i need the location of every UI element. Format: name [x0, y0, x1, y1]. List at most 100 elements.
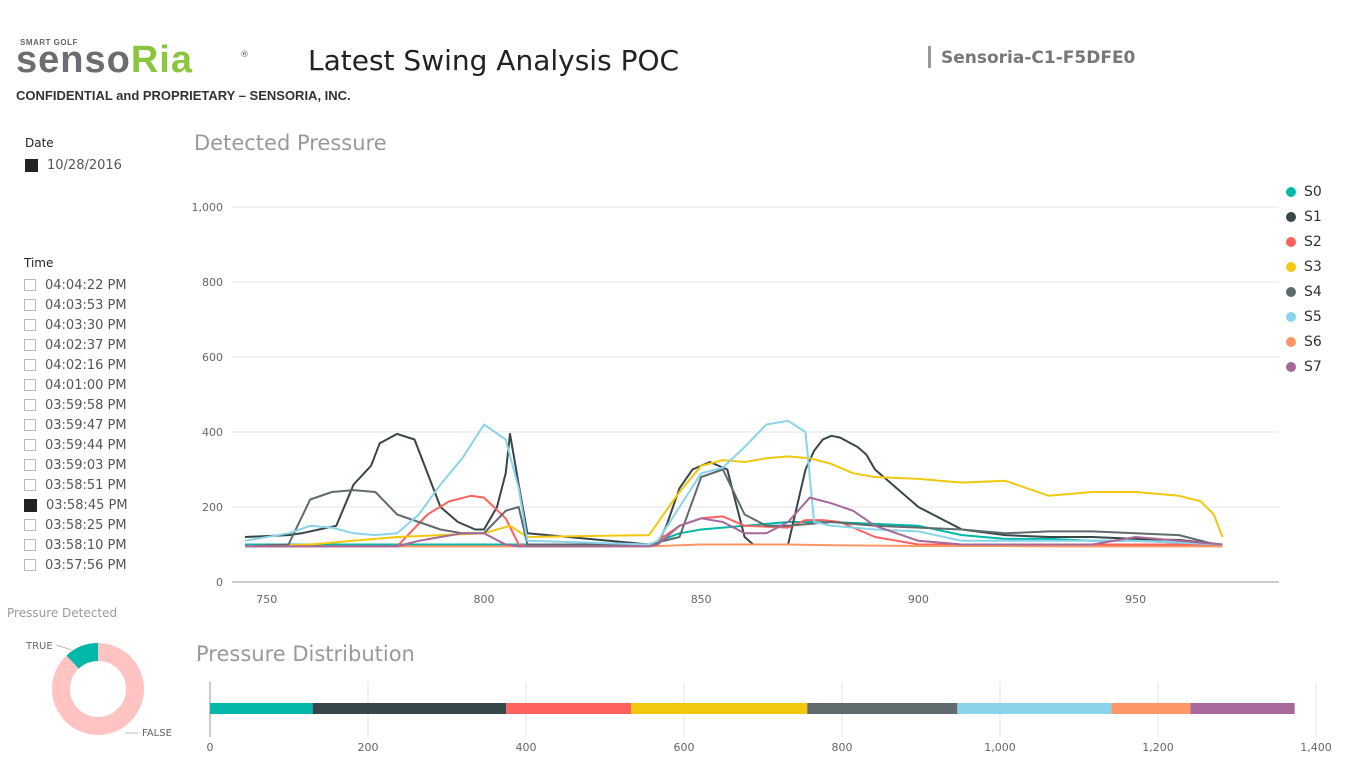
legend-marker [1286, 311, 1296, 322]
confidential-notice: CONFIDENTIAL and PROPRIETARY – SENSORIA,… [16, 88, 351, 103]
bar-x-tick-label: 200 [358, 741, 379, 754]
time-slicer-item[interactable]: 03:58:51 PM [24, 475, 128, 495]
logo-part2: Ria [130, 39, 193, 81]
date-slicer: 10/28/2016 [25, 155, 122, 175]
checkbox[interactable] [24, 519, 36, 531]
time-slicer-label: 04:03:30 PM [45, 317, 127, 333]
chart-legend: S0 S1 S2 S3 S4 S5 S6 S7 [1286, 179, 1322, 379]
logo-registered: ® [240, 50, 249, 60]
y-tick-label: 600 [202, 351, 223, 364]
page-title: Latest Swing Analysis POC [308, 44, 680, 77]
checkbox[interactable] [24, 299, 36, 311]
bar-x-tick-label: 800 [832, 741, 853, 754]
checkbox[interactable] [24, 539, 36, 551]
time-slicer-label: 04:01:00 PM [45, 377, 127, 393]
time-slicer-label: 03:58:10 PM [45, 537, 127, 553]
legend-item-s1[interactable]: S1 [1286, 204, 1322, 229]
bar-segment-s0 [210, 703, 313, 714]
legend-marker [1286, 361, 1296, 372]
bar-x-tick-label: 600 [674, 741, 695, 754]
time-slicer-label: 04:04:22 PM [45, 277, 127, 293]
checkbox[interactable] [24, 339, 36, 351]
bar-chart-title: Pressure Distribution [196, 642, 415, 666]
legend-marker [1286, 261, 1296, 272]
legend-item-s6[interactable]: S6 [1286, 329, 1322, 354]
date-slicer-item[interactable]: 10/28/2016 [25, 155, 122, 175]
time-slicer-item[interactable]: 04:02:16 PM [24, 355, 128, 375]
time-slicer-label: 03:59:03 PM [45, 457, 127, 473]
bar-segment-s3 [631, 703, 808, 714]
y-tick-label: 800 [202, 276, 223, 289]
time-slicer-item[interactable]: 04:03:53 PM [24, 295, 128, 315]
checkbox[interactable] [24, 319, 36, 331]
time-slicer-item[interactable]: 03:58:10 PM [24, 535, 128, 555]
legend-marker [1286, 186, 1296, 197]
legend-marker [1286, 211, 1296, 222]
line-chart-title: Detected Pressure [194, 131, 387, 155]
time-slicer-item[interactable]: 04:01:00 PM [24, 375, 128, 395]
time-slicer-item[interactable]: 03:59:58 PM [24, 395, 128, 415]
time-slicer-item[interactable]: 03:59:44 PM [24, 435, 128, 455]
bar-segment-s5 [957, 703, 1112, 714]
time-slicer-label: 04:02:37 PM [45, 337, 127, 353]
checkbox[interactable] [24, 419, 36, 431]
legend-label: S5 [1304, 308, 1322, 325]
checkbox[interactable] [24, 459, 36, 471]
time-slicer-item[interactable]: 04:02:37 PM [24, 335, 128, 355]
time-slicer-item[interactable]: 03:57:56 PM [24, 555, 128, 575]
checkbox[interactable] [24, 559, 36, 571]
bar-segment-s1 [312, 703, 507, 714]
y-tick-label: 1,000 [192, 201, 224, 214]
checkbox[interactable] [24, 399, 36, 411]
bar-x-tick-label: 1,000 [984, 741, 1016, 754]
legend-item-s5[interactable]: S5 [1286, 304, 1322, 329]
checkbox[interactable] [24, 498, 37, 512]
y-tick-label: 200 [202, 501, 223, 514]
time-slicer-item[interactable]: 03:58:45 PM [24, 495, 128, 515]
time-slicer-label: 03:57:56 PM [45, 557, 127, 573]
legend-label: S3 [1304, 258, 1322, 275]
time-slicer-item[interactable]: 03:59:47 PM [24, 415, 128, 435]
bar-x-tick-label: 1,400 [1300, 741, 1332, 754]
checkbox[interactable] [24, 379, 36, 391]
x-tick-label: 900 [908, 593, 929, 606]
time-slicer-item[interactable]: 04:04:22 PM [24, 275, 128, 295]
legend-marker [1286, 236, 1296, 247]
legend-item-s4[interactable]: S4 [1286, 279, 1322, 304]
checkbox[interactable] [24, 359, 36, 371]
x-tick-label: 800 [473, 593, 494, 606]
x-tick-label: 850 [691, 593, 712, 606]
time-slicer: 04:04:22 PM 04:03:53 PM 04:03:30 PM 04:02:3… [24, 275, 128, 575]
legend-label: S2 [1304, 233, 1322, 250]
time-slicer-label: 03:59:44 PM [45, 437, 127, 453]
checkbox[interactable] [24, 279, 36, 291]
legend-label: S0 [1304, 183, 1322, 200]
series-line-s3 [244, 455, 1224, 548]
time-slicer-title: Time [24, 256, 54, 270]
time-slicer-item[interactable]: 04:03:30 PM [24, 315, 128, 335]
time-slicer-label: 04:02:16 PM [45, 357, 127, 373]
series-line-s7 [245, 496, 1223, 548]
legend-item-s0[interactable]: S0 [1286, 179, 1322, 204]
time-slicer-label: 03:59:58 PM [45, 397, 127, 413]
time-slicer-label: 03:58:45 PM [46, 497, 128, 513]
donut-slice-true [52, 643, 144, 735]
bar-segment-s2 [506, 703, 632, 714]
legend-item-s3[interactable]: S3 [1286, 254, 1322, 279]
checkbox[interactable] [24, 439, 36, 451]
y-tick-label: 400 [202, 426, 223, 439]
checkbox[interactable] [24, 479, 36, 491]
sensoria-logo: sensoRia [16, 40, 193, 80]
series-line-s1 [244, 432, 1223, 546]
time-slicer-item[interactable]: 03:58:25 PM [24, 515, 128, 535]
device-divider [928, 46, 931, 68]
x-tick-label: 950 [1125, 593, 1146, 606]
legend-item-s7[interactable]: S7 [1286, 354, 1322, 379]
y-tick-label: 0 [216, 576, 223, 589]
checkbox[interactable] [25, 158, 38, 172]
legend-item-s2[interactable]: S2 [1286, 229, 1322, 254]
date-slicer-label: 10/28/2016 [47, 157, 122, 173]
legend-label: S1 [1304, 208, 1322, 225]
time-slicer-item[interactable]: 03:59:03 PM [24, 455, 128, 475]
